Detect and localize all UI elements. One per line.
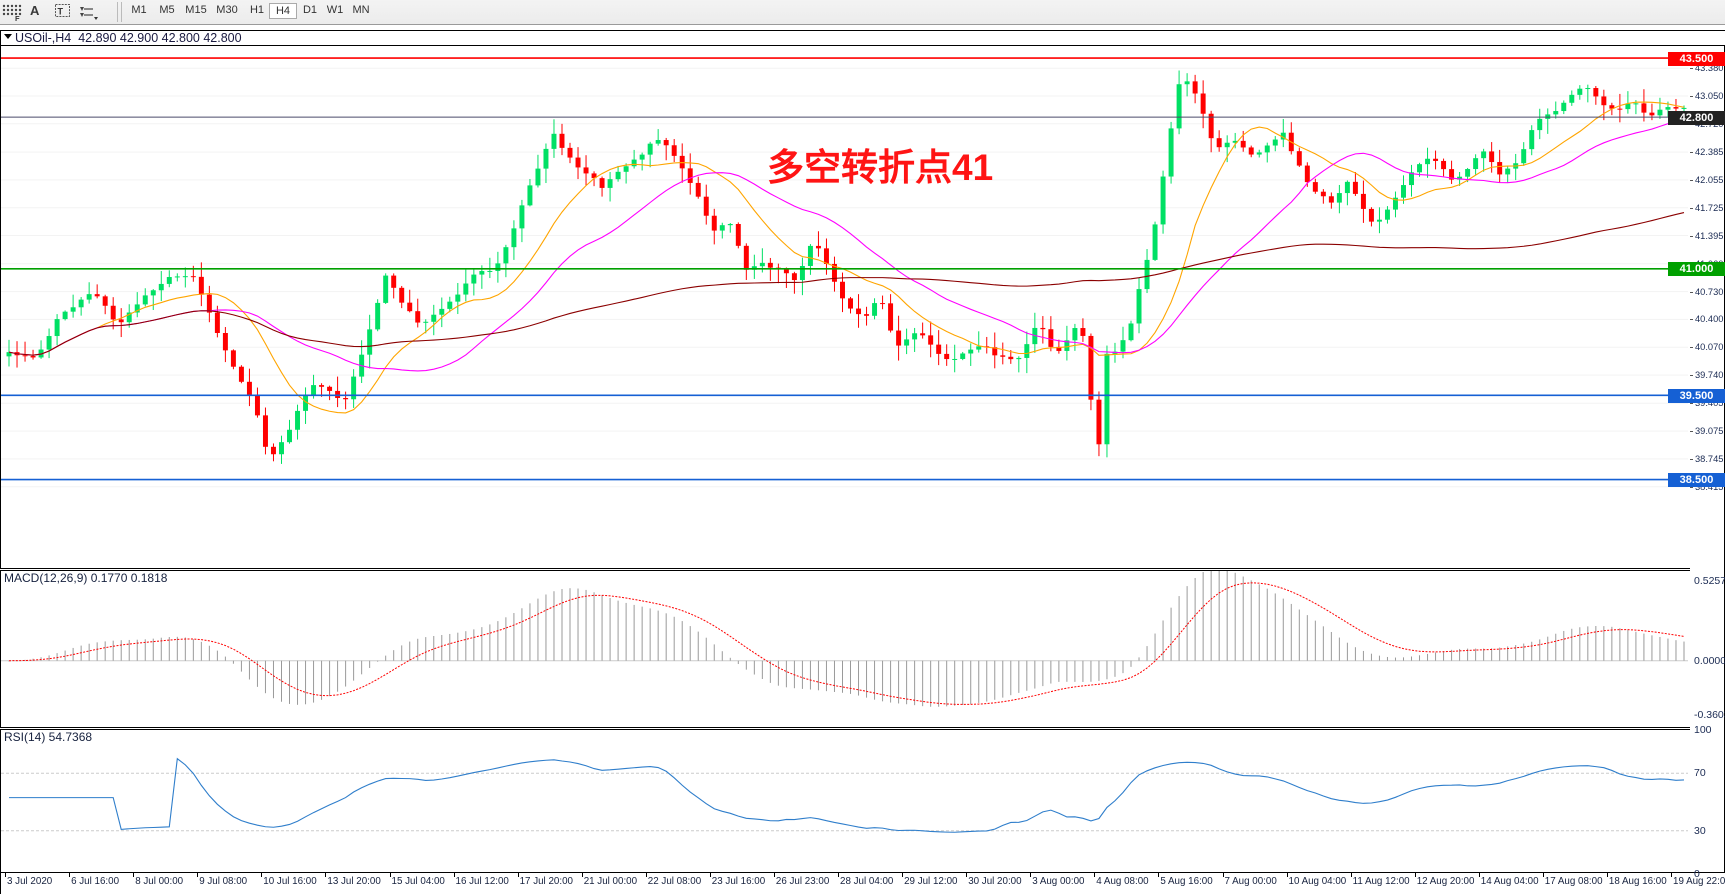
svg-text:F: F [15, 14, 20, 21]
svg-text:多空转折点41: 多空转折点41 [767, 147, 993, 188]
svg-text:T: T [58, 7, 64, 17]
